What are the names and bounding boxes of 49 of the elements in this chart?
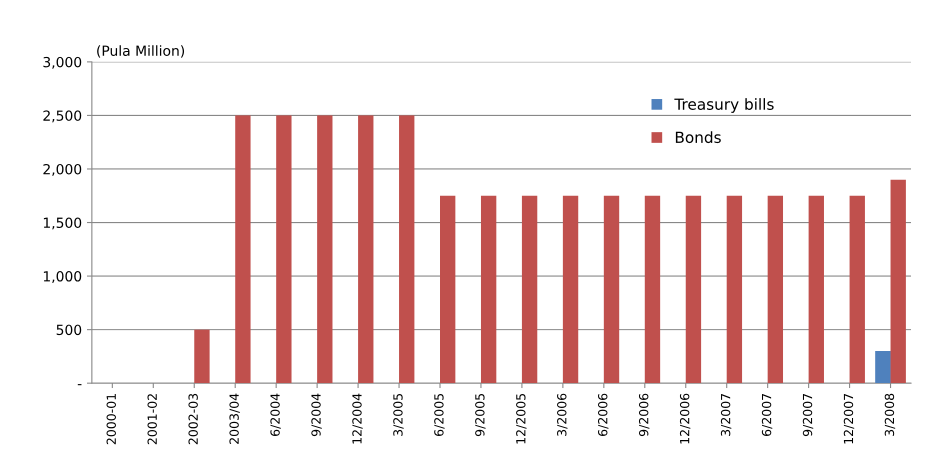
bar bbox=[235, 115, 251, 384]
x-tick-label: 2000-01 bbox=[106, 394, 116, 444]
x-tick-label: 3/2006 bbox=[557, 394, 568, 436]
bar bbox=[358, 115, 374, 384]
x-tick-label: 3/2005 bbox=[393, 394, 404, 436]
y-tick-label: 1,500 bbox=[44, 218, 82, 230]
bar bbox=[686, 196, 702, 384]
bar bbox=[890, 180, 906, 384]
x-tick-label: 9/2005 bbox=[475, 394, 486, 436]
y-tick-label: 2,500 bbox=[43, 110, 82, 122]
bar bbox=[768, 196, 784, 384]
x-tick-label: 2001-02 bbox=[147, 394, 157, 444]
bar bbox=[850, 196, 865, 384]
bar bbox=[480, 196, 496, 384]
bar bbox=[522, 196, 538, 384]
legend-label: Treasury bills bbox=[674, 98, 774, 113]
y-tick-label: 3,000 bbox=[43, 56, 82, 69]
x-tick-label: 6/2006 bbox=[598, 394, 608, 436]
x-tick-label: 2003/04 bbox=[229, 394, 240, 444]
bar bbox=[317, 115, 332, 384]
bar bbox=[726, 196, 742, 384]
bar bbox=[562, 196, 578, 384]
bar bbox=[875, 351, 891, 384]
x-tick-label: 6/2005 bbox=[434, 394, 445, 436]
x-tick-label: 12/2006 bbox=[680, 394, 690, 444]
x-tick-label: 12/2005 bbox=[516, 394, 527, 444]
y-tick-label: 1,000 bbox=[44, 271, 82, 283]
bar bbox=[644, 196, 660, 384]
x-tick-label: 6/2007 bbox=[762, 394, 772, 436]
x-tick-label: 12/2007 bbox=[844, 394, 854, 444]
y-tick-label: - bbox=[78, 384, 82, 386]
x-tick-label: 2002-03 bbox=[188, 394, 198, 444]
bar bbox=[808, 196, 824, 384]
x-tick-label: 9/2006 bbox=[638, 394, 650, 436]
y-tick-label: 500 bbox=[56, 324, 82, 336]
x-tick-label: 9/2007 bbox=[802, 394, 814, 436]
x-tick-label: 3/2007 bbox=[720, 394, 732, 436]
x-tick-label: 12/2004 bbox=[352, 394, 363, 444]
x-tick-label: 6/2004 bbox=[270, 394, 281, 436]
bar bbox=[604, 196, 620, 384]
bar bbox=[194, 330, 210, 384]
bar bbox=[276, 115, 292, 384]
y-axis-title: (Pula Million) bbox=[97, 45, 184, 58]
x-tick-label: 9/2004 bbox=[311, 394, 322, 436]
bar bbox=[399, 115, 414, 384]
x-tick-label: 3/2008 bbox=[884, 394, 896, 436]
y-tick-label: 2,000 bbox=[43, 164, 82, 176]
legend-label: Bonds bbox=[676, 131, 721, 144]
bar bbox=[440, 196, 456, 384]
